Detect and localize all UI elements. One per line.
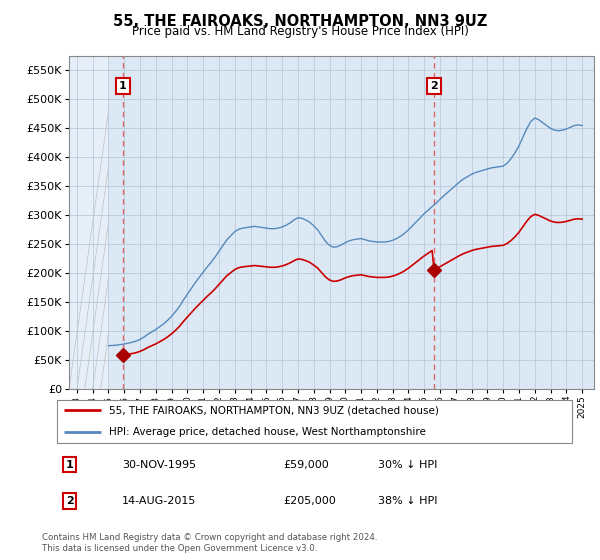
FancyBboxPatch shape bbox=[56, 399, 572, 444]
Text: 14-AUG-2015: 14-AUG-2015 bbox=[122, 496, 196, 506]
Text: 30% ↓ HPI: 30% ↓ HPI bbox=[377, 460, 437, 470]
Text: 2: 2 bbox=[430, 81, 438, 91]
Text: HPI: Average price, detached house, West Northamptonshire: HPI: Average price, detached house, West… bbox=[109, 427, 425, 437]
Text: 1: 1 bbox=[66, 460, 74, 470]
Text: 1: 1 bbox=[119, 81, 127, 91]
Text: 55, THE FAIROAKS, NORTHAMPTON, NN3 9UZ: 55, THE FAIROAKS, NORTHAMPTON, NN3 9UZ bbox=[113, 14, 487, 29]
Text: 30-NOV-1995: 30-NOV-1995 bbox=[122, 460, 196, 470]
Text: £59,000: £59,000 bbox=[284, 460, 329, 470]
Text: Contains HM Land Registry data © Crown copyright and database right 2024.
This d: Contains HM Land Registry data © Crown c… bbox=[42, 533, 377, 553]
Text: 2: 2 bbox=[66, 496, 74, 506]
Text: 55, THE FAIROAKS, NORTHAMPTON, NN3 9UZ (detached house): 55, THE FAIROAKS, NORTHAMPTON, NN3 9UZ (… bbox=[109, 405, 439, 416]
Text: £205,000: £205,000 bbox=[284, 496, 337, 506]
Text: 38% ↓ HPI: 38% ↓ HPI bbox=[377, 496, 437, 506]
Polygon shape bbox=[69, 56, 109, 389]
Text: Price paid vs. HM Land Registry's House Price Index (HPI): Price paid vs. HM Land Registry's House … bbox=[131, 25, 469, 38]
